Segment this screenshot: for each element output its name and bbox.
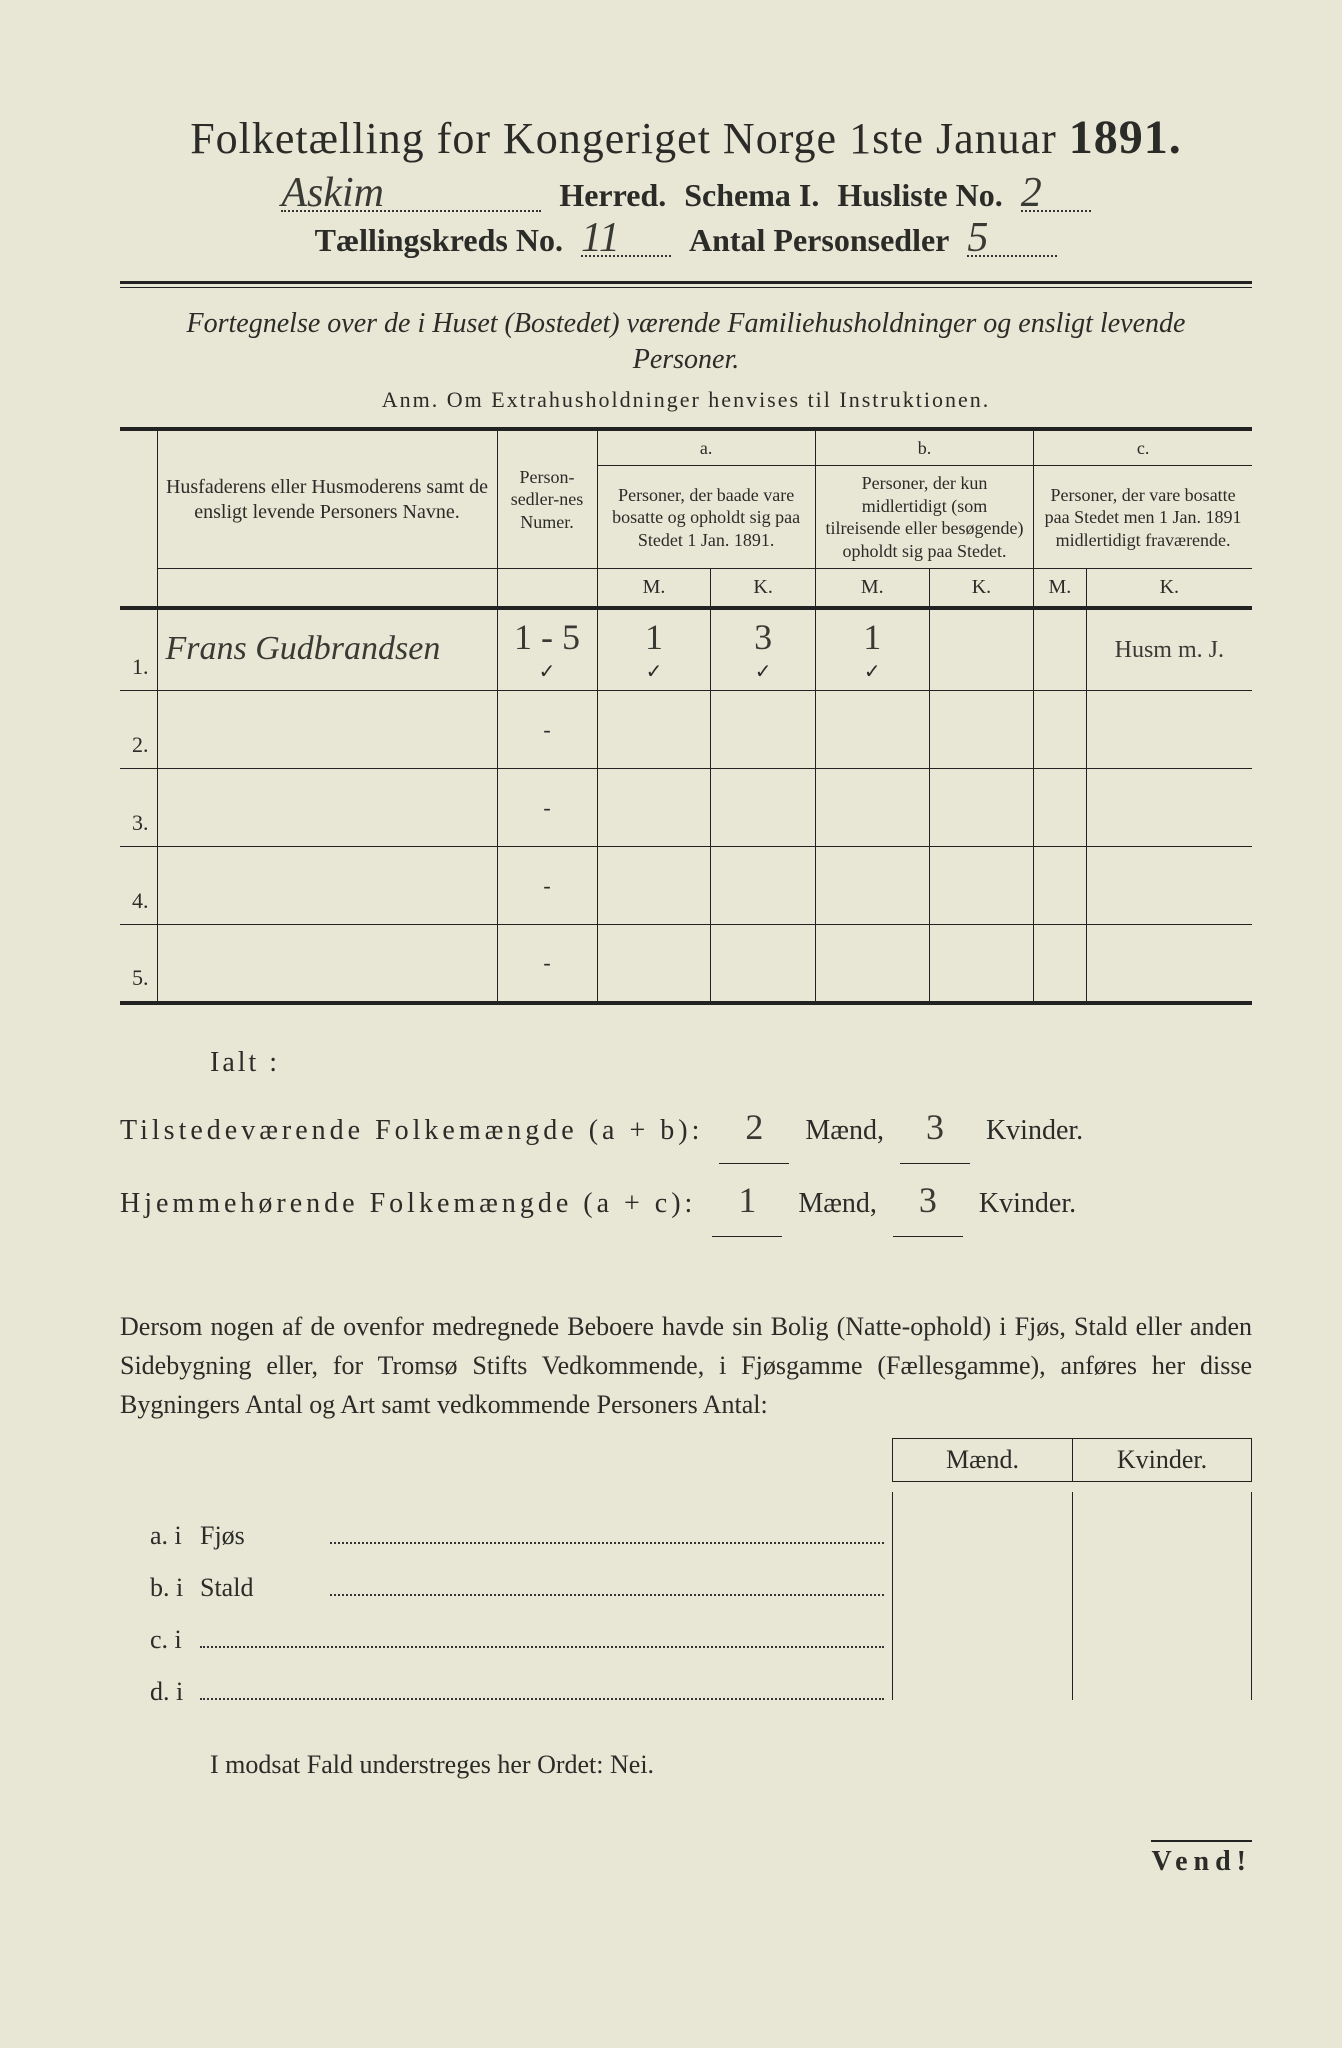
row-num: 1. bbox=[120, 608, 157, 691]
row-numer: 1 - 5 bbox=[514, 617, 580, 657]
row-numer: - bbox=[497, 769, 597, 847]
col-a-text: Personer, der baade vare bosatte og opho… bbox=[597, 466, 815, 569]
table-row: 1. Frans Gudbrandsen 1 - 5 ✓ 1 ✓ 3 ✓ 1 ✓… bbox=[120, 608, 1252, 691]
hjemme-label: Hjemmehørende Folkemængde (a + c): bbox=[120, 1176, 696, 1232]
col-c-label: c. bbox=[1034, 431, 1252, 466]
table-row: 5. - bbox=[120, 925, 1252, 1003]
paragraph: Dersom nogen af de ovenfor medregnede Be… bbox=[120, 1307, 1252, 1424]
list-d: d. i bbox=[120, 1677, 200, 1707]
husliste-value: 2 bbox=[1021, 170, 1042, 216]
list-c: c. i bbox=[120, 1625, 200, 1655]
tilstede-k: 3 bbox=[926, 1107, 944, 1147]
anm-note: Anm. Om Extrahusholdninger henvises til … bbox=[120, 387, 1252, 413]
row-num: 2. bbox=[120, 691, 157, 769]
herred-value: Askim bbox=[281, 170, 384, 216]
subtitle-text: Fortegnelse over de i Huset (Bostedet) v… bbox=[187, 308, 1186, 375]
table-row: 2. - bbox=[120, 691, 1252, 769]
row-bM: 1 bbox=[863, 617, 881, 657]
list-a: a. i bbox=[120, 1521, 200, 1551]
col-b-label: b. bbox=[815, 431, 1033, 466]
row-num: 5. bbox=[120, 925, 157, 1003]
list-b: b. i bbox=[120, 1573, 200, 1603]
title-main: Folketælling for Kongeriget Norge 1ste J… bbox=[190, 114, 1057, 163]
divider-double bbox=[120, 281, 1252, 288]
census-form-page: Folketælling for Kongeriget Norge 1ste J… bbox=[0, 0, 1342, 2048]
kvinder-label: Kvinder. bbox=[979, 1176, 1076, 1232]
tick-icon: ✓ bbox=[864, 661, 881, 683]
title-year: 1891. bbox=[1069, 111, 1182, 164]
mk-header: Mænd. Kvinder. bbox=[120, 1438, 1252, 1482]
col-a-k: K. bbox=[711, 569, 815, 609]
row-aK: 3 bbox=[754, 617, 772, 657]
header-row-1: Askim Herred. Schema I. Husliste No. 2 bbox=[120, 177, 1252, 214]
col-c-m: M. bbox=[1034, 569, 1086, 609]
tick-icon: ✓ bbox=[646, 661, 663, 683]
herred-label: Herred. bbox=[559, 177, 666, 214]
row-numer: - bbox=[497, 925, 597, 1003]
col-b-text: Personer, der kun midlertidigt (som tilr… bbox=[815, 466, 1033, 569]
row-num: 3. bbox=[120, 769, 157, 847]
row-aM: 1 bbox=[645, 617, 663, 657]
row-num: 4. bbox=[120, 847, 157, 925]
totals-block: Ialt : Tilstedeværende Folkemængde (a + … bbox=[120, 1035, 1252, 1237]
col-b-k: K. bbox=[929, 569, 1033, 609]
row-numer: - bbox=[497, 847, 597, 925]
hjemme-m: 1 bbox=[738, 1180, 756, 1220]
list-a2: Fjøs bbox=[200, 1521, 330, 1551]
col-name-header: Husfaderens eller Husmoderens samt de en… bbox=[157, 431, 497, 569]
row-cK: Husm m. J. bbox=[1115, 637, 1224, 663]
row-name: Frans Gudbrandsen bbox=[166, 630, 441, 667]
col-c-text: Personer, der vare bosatte paa Stedet me… bbox=[1034, 466, 1252, 569]
kvinder-label: Kvinder. bbox=[986, 1103, 1083, 1159]
census-table: Husfaderens eller Husmoderens samt de en… bbox=[120, 431, 1252, 1005]
schema-label: Schema I. bbox=[684, 177, 819, 214]
table-row: 3. - bbox=[120, 769, 1252, 847]
kvinder-header: Kvinder. bbox=[1072, 1438, 1252, 1482]
col-c-k: K. bbox=[1086, 569, 1252, 609]
ialt-label: Ialt : bbox=[120, 1035, 1252, 1091]
col-b-m: M. bbox=[815, 569, 929, 609]
page-title: Folketælling for Kongeriget Norge 1ste J… bbox=[120, 110, 1252, 165]
nei-line: I modsat Fald understreges her Ordet: Ne… bbox=[120, 1750, 1252, 1780]
building-list: a. i Fjøs b. i Stald c. i d. i bbox=[120, 1492, 1252, 1700]
kreds-label: Tællingskreds No. bbox=[315, 222, 563, 259]
maend-label: Mænd, bbox=[798, 1176, 877, 1232]
hjemme-k: 3 bbox=[919, 1180, 937, 1220]
list-b2: Stald bbox=[200, 1573, 330, 1603]
table-row: 4. - bbox=[120, 847, 1252, 925]
tick-icon: ✓ bbox=[755, 661, 772, 683]
tilstede-label: Tilstedeværende Folkemængde (a + b): bbox=[120, 1103, 703, 1159]
maend-label: Mænd, bbox=[805, 1103, 884, 1159]
kreds-value: 11 bbox=[581, 215, 620, 261]
maend-header: Mænd. bbox=[892, 1438, 1072, 1482]
col-numer-header: Person-sedler-nes Numer. bbox=[497, 431, 597, 569]
header-row-2: Tællingskreds No. 11 Antal Personsedler … bbox=[120, 222, 1252, 259]
col-a-label: a. bbox=[597, 431, 815, 466]
antal-label: Antal Personsedler bbox=[689, 222, 949, 259]
husliste-label: Husliste No. bbox=[837, 177, 1002, 214]
tilstede-m: 2 bbox=[745, 1107, 763, 1147]
subtitle: Fortegnelse over de i Huset (Bostedet) v… bbox=[180, 306, 1192, 379]
row-numer: - bbox=[497, 691, 597, 769]
col-a-m: M. bbox=[597, 569, 711, 609]
antal-value: 5 bbox=[967, 215, 988, 261]
vend-label: Vend! bbox=[1151, 1840, 1252, 1878]
tick-icon: ✓ bbox=[539, 661, 556, 683]
